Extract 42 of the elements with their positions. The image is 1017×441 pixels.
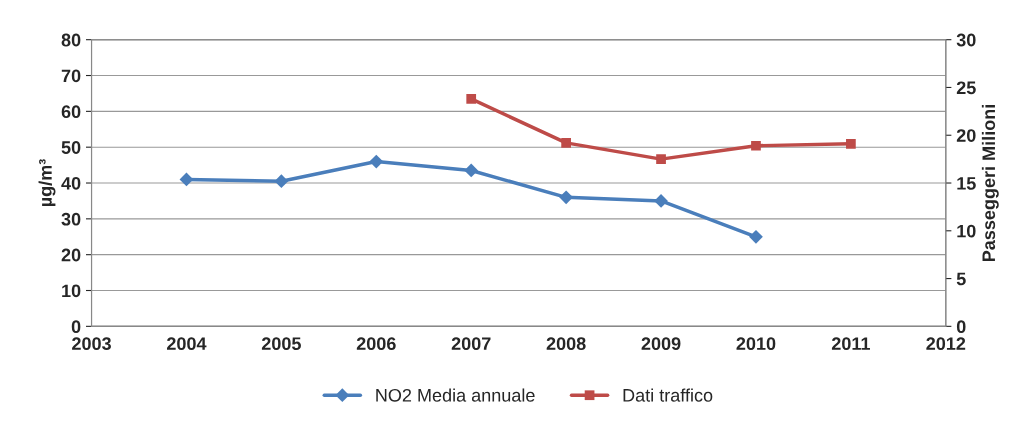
point [559,190,574,205]
y-tick-label: 80 [61,33,81,47]
y2-tick-label: 25 [956,81,976,95]
y2-tick-label: 20 [956,129,976,142]
point [656,154,666,164]
y-axis-title: µg/m³ [38,159,56,207]
point [561,138,571,148]
x-tick-label: 2003 [72,337,111,351]
y-tick-label: 20 [61,248,81,262]
point [464,163,479,178]
point [751,140,761,151]
x-tick-label: 2009 [641,337,681,351]
point [846,138,856,149]
x-tick-label: 2008 [546,337,586,351]
x-tick-label: 2004 [167,337,207,351]
x-tick-label: 2011 [831,337,870,351]
y2-tick-label: 15 [957,177,976,190]
y-tick-label: 10 [62,284,81,298]
y2-tick-label: 10 [957,224,976,238]
point [749,229,763,244]
y2-axis-title: Passeggeri Milioni [981,105,999,262]
y-tick-label: 40 [61,176,81,190]
legend-label: NO2 Media annuale [376,388,535,402]
x-tick-label: 2007 [451,337,491,351]
legend-label: Dati traffico [623,388,713,402]
y-tick-label: 70 [61,69,81,83]
y2-tick-label: 5 [956,272,966,286]
x-tick-label: 2006 [356,337,396,351]
point [369,154,384,169]
x-tick-label: 2005 [261,337,301,351]
y-tick-label: 30 [61,212,81,226]
y2-tick-label: 0 [956,320,966,334]
y-tick-label: 0 [71,320,81,334]
x-tick-label: 2012 [926,337,966,351]
y-tick-label: 60 [61,105,81,119]
y2-tick-label: 30 [956,33,976,47]
point [466,94,477,104]
x-tick-label: 2010 [736,337,776,351]
point [654,194,668,208]
point [274,174,289,189]
point [179,172,194,187]
y-tick-label: 50 [61,141,81,154]
